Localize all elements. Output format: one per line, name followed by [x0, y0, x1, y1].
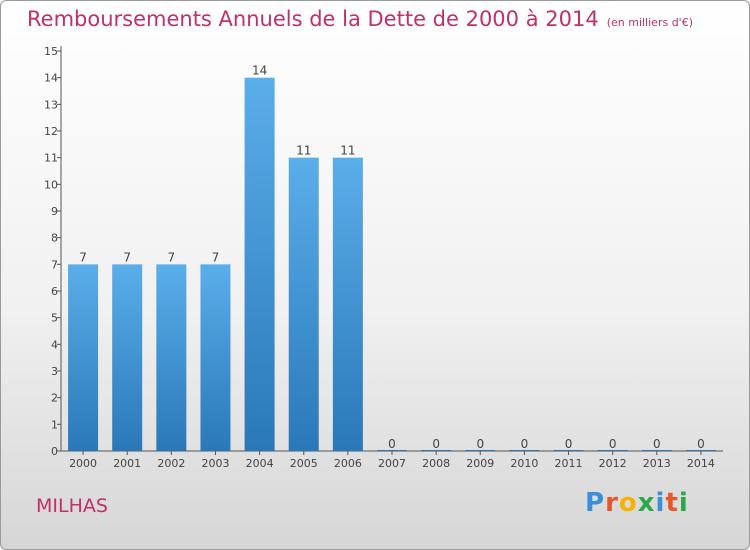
- data-label: 0: [388, 437, 396, 451]
- y-tick-label: 13: [44, 98, 58, 111]
- y-tick-label: 5: [51, 312, 58, 325]
- logo-letter: i: [655, 488, 666, 518]
- x-tick-label: 2004: [246, 457, 274, 470]
- bar: [332, 157, 363, 451]
- bar: [597, 450, 628, 451]
- x-tick-label: 2010: [510, 457, 538, 470]
- chart-unit: (en milliers d'€): [606, 16, 693, 29]
- data-label: 7: [123, 250, 131, 264]
- x-tick-label: 2003: [201, 457, 229, 470]
- bar: [421, 450, 452, 451]
- x-tick-label: 2008: [422, 457, 450, 470]
- x-tick-label: 2014: [687, 457, 715, 470]
- data-label: 11: [340, 144, 355, 158]
- logo-letter: i: [678, 488, 689, 518]
- data-label: 7: [79, 250, 87, 264]
- y-tick-label: 8: [51, 232, 58, 245]
- x-tick-label: 2009: [466, 457, 494, 470]
- logo-letter: r: [605, 488, 619, 518]
- y-tick-label: 12: [44, 125, 58, 138]
- x-tick-label: 2002: [157, 457, 185, 470]
- chart-title: Remboursements Annuels de la Dette de 20…: [27, 7, 599, 31]
- data-label: 0: [432, 437, 440, 451]
- bar: [68, 264, 99, 451]
- y-tick-label: 2: [51, 392, 58, 405]
- bar: [156, 264, 187, 451]
- data-label: 7: [212, 250, 220, 264]
- x-tick-label: 2000: [69, 457, 97, 470]
- bar: [509, 450, 540, 451]
- x-tick-label: 2006: [334, 457, 362, 470]
- y-tick-label: 9: [51, 205, 58, 218]
- bar: [200, 264, 231, 451]
- bar: [553, 450, 584, 451]
- y-tick-label: 0: [51, 445, 58, 458]
- bar: [641, 450, 672, 451]
- bar: [112, 264, 143, 451]
- data-label: 0: [521, 437, 529, 451]
- x-tick-label: 2013: [643, 457, 671, 470]
- y-tick-label: 4: [51, 338, 58, 351]
- bar: [465, 450, 496, 451]
- data-label: 0: [653, 437, 661, 451]
- data-label: 7: [168, 250, 176, 264]
- y-tick-label: 6: [51, 285, 58, 298]
- data-label: 0: [609, 437, 617, 451]
- bar: [244, 77, 275, 452]
- logo-letter: x: [637, 488, 656, 518]
- logo-letter: t: [665, 488, 679, 518]
- chart-title-block: Remboursements Annuels de la Dette de 20…: [27, 7, 693, 31]
- data-label: 0: [565, 437, 573, 451]
- y-tick-label: 14: [44, 72, 58, 85]
- commune-name: MILHAS: [36, 495, 108, 517]
- y-tick-label: 1: [51, 418, 58, 431]
- bar: [377, 450, 407, 451]
- y-tick-label: 10: [44, 178, 58, 191]
- y-tick-label: 7: [51, 258, 58, 271]
- x-tick-label: 2005: [290, 457, 318, 470]
- bar: [685, 450, 716, 451]
- logo-letter: P: [585, 488, 606, 518]
- data-label: 11: [296, 144, 311, 158]
- x-tick-label: 2011: [555, 457, 583, 470]
- y-tick-label: 15: [44, 45, 58, 58]
- y-tick-label: 11: [44, 152, 58, 165]
- data-label: 14: [252, 64, 267, 78]
- y-tick-label: 3: [51, 365, 58, 378]
- x-tick-label: 2007: [378, 457, 406, 470]
- logo-letter: o: [618, 488, 638, 518]
- data-label: 0: [697, 437, 705, 451]
- bar: [288, 157, 319, 451]
- data-label: 0: [476, 437, 484, 451]
- x-tick-label: 2012: [599, 457, 627, 470]
- x-tick-label: 2001: [113, 457, 141, 470]
- proxiti-logo[interactable]: Proxiti: [585, 488, 689, 518]
